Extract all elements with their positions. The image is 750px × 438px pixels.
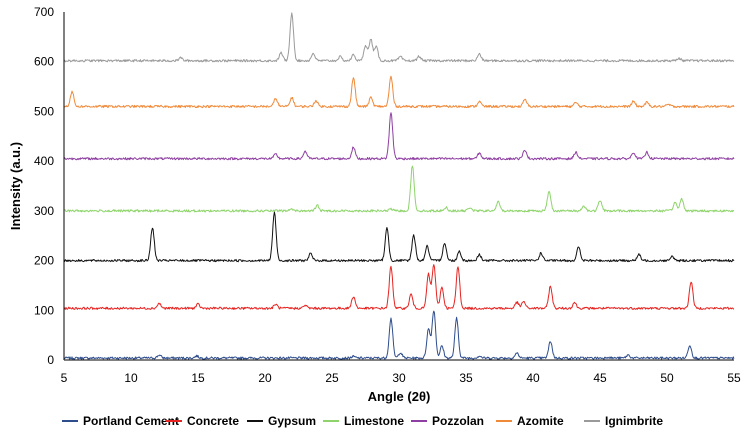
x-axis-ticks: 5 10 15 20 25 30 35 40 45 50 55 — [61, 371, 741, 385]
x-tick-label: 30 — [392, 371, 406, 385]
y-tick-label: 100 — [34, 303, 54, 317]
series-line-4 — [63, 112, 735, 161]
x-tick-label: 50 — [660, 371, 674, 385]
x-tick-label: 5 — [61, 371, 68, 385]
legend-label: Concrete — [187, 414, 239, 428]
y-tick-label: 400 — [34, 154, 54, 168]
x-axis-title: Angle (2θ) — [368, 389, 431, 404]
y-tick-label: 700 — [34, 5, 54, 19]
y-tick-label: 300 — [34, 204, 54, 218]
x-tick-label: 40 — [526, 371, 540, 385]
x-tick-label: 35 — [459, 371, 473, 385]
x-tick-label: 55 — [727, 371, 741, 385]
x-tick-label: 10 — [124, 371, 138, 385]
y-tick-label: 0 — [47, 353, 54, 367]
series-line-6 — [63, 12, 735, 63]
series-line-3 — [63, 165, 735, 213]
series-line-1 — [63, 264, 735, 310]
plot-area — [63, 12, 735, 360]
y-tick-label: 600 — [34, 55, 54, 69]
series-line-2 — [63, 211, 735, 263]
series-line-5 — [63, 75, 735, 109]
legend: Portland Cement Concrete Gypsum Limestone Po… — [62, 414, 663, 428]
legend-label: Limestone — [344, 414, 404, 428]
legend-label: Gypsum — [268, 414, 316, 428]
x-tick-label: 20 — [258, 371, 272, 385]
legend-label: Ignimbrite — [605, 414, 663, 428]
legend-label: Portland Cement — [83, 414, 179, 428]
legend-label: Pozzolan — [432, 414, 484, 428]
legend-label: Azomite — [517, 414, 564, 428]
y-tick-label: 200 — [34, 254, 54, 268]
x-tick-label: 15 — [191, 371, 205, 385]
x-tick-label: 45 — [593, 371, 607, 385]
y-axis-ticks: 0 100 200 300 400 500 600 700 — [34, 5, 54, 367]
x-tick-label: 25 — [325, 371, 339, 385]
y-tick-label: 500 — [34, 104, 54, 118]
y-axis-title: Intensity (a.u.) — [8, 142, 23, 230]
series-line-0 — [63, 310, 735, 360]
